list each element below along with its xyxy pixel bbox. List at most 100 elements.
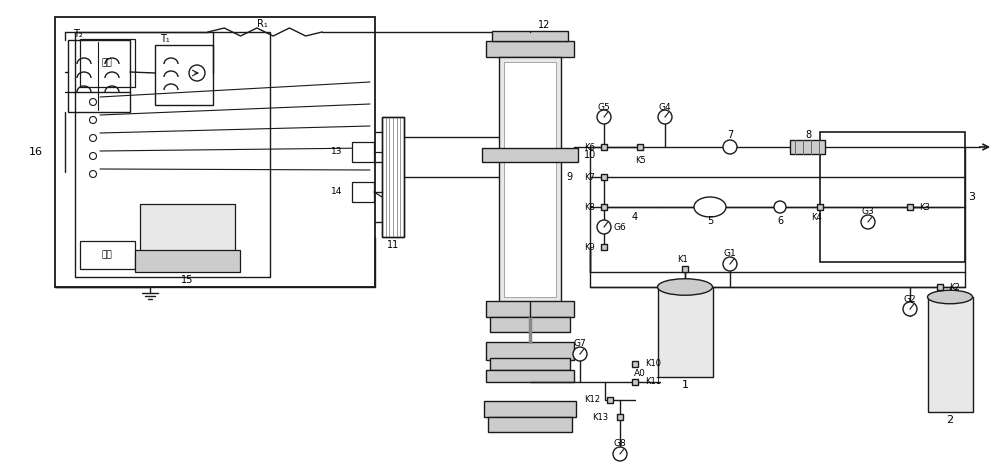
Text: 出口: 出口 — [102, 59, 112, 67]
Text: R₁: R₁ — [257, 19, 267, 29]
Bar — [135, 250, 240, 272]
Bar — [68, 40, 130, 112]
Bar — [617, 414, 623, 420]
Bar — [682, 266, 688, 272]
Bar — [352, 142, 374, 162]
Text: K3: K3 — [919, 202, 930, 211]
Bar — [601, 144, 607, 150]
Bar — [490, 358, 570, 370]
Bar — [382, 117, 404, 237]
Bar — [928, 297, 972, 412]
Bar — [499, 57, 561, 302]
Circle shape — [597, 110, 611, 124]
Text: 15: 15 — [181, 275, 194, 285]
Text: G2: G2 — [904, 295, 916, 303]
Ellipse shape — [694, 197, 726, 217]
Text: 3: 3 — [968, 192, 975, 202]
Text: 14: 14 — [331, 187, 342, 196]
Bar — [601, 174, 607, 180]
Bar — [486, 41, 574, 57]
Bar — [486, 342, 574, 360]
Bar — [658, 287, 712, 377]
Text: G3: G3 — [862, 208, 874, 217]
Bar — [937, 284, 943, 290]
Bar — [80, 241, 135, 269]
Circle shape — [658, 110, 672, 124]
Text: 通讯: 通讯 — [102, 251, 112, 260]
Bar — [637, 144, 643, 150]
Bar — [817, 204, 823, 210]
Bar — [490, 317, 570, 332]
Circle shape — [90, 117, 96, 124]
Bar — [75, 32, 270, 277]
Text: K7: K7 — [584, 172, 595, 182]
Text: 4: 4 — [632, 212, 638, 222]
Bar — [632, 361, 638, 367]
Text: 7: 7 — [727, 130, 733, 140]
Bar — [486, 370, 574, 382]
Bar — [492, 31, 568, 41]
Text: 5: 5 — [707, 216, 713, 226]
Bar — [155, 45, 213, 105]
Text: 12: 12 — [538, 20, 550, 30]
Bar — [484, 401, 576, 417]
Text: K4: K4 — [812, 212, 822, 221]
Text: G1: G1 — [724, 250, 736, 259]
Text: 1: 1 — [682, 380, 688, 390]
Text: T₂: T₂ — [73, 29, 83, 39]
Bar — [601, 244, 607, 250]
Circle shape — [861, 215, 875, 229]
Bar — [607, 397, 613, 403]
Circle shape — [573, 347, 587, 361]
Bar — [352, 182, 374, 202]
Text: K10: K10 — [645, 360, 661, 369]
Text: K1: K1 — [678, 254, 688, 263]
Bar — [820, 132, 965, 262]
Text: G4: G4 — [659, 102, 671, 111]
Bar — [488, 417, 572, 432]
Circle shape — [189, 65, 205, 81]
Text: T₁: T₁ — [160, 34, 170, 44]
Bar — [504, 62, 556, 297]
Circle shape — [90, 99, 96, 106]
Bar — [486, 301, 574, 317]
Bar — [80, 39, 135, 87]
Bar — [55, 17, 375, 287]
Text: 6: 6 — [777, 216, 783, 226]
Circle shape — [903, 302, 917, 316]
Bar — [140, 204, 235, 252]
Text: K2: K2 — [949, 283, 960, 292]
Ellipse shape — [928, 290, 972, 304]
Text: 13: 13 — [330, 147, 342, 157]
Text: G6: G6 — [614, 222, 627, 231]
Text: K13: K13 — [592, 413, 608, 421]
Circle shape — [597, 220, 611, 234]
Circle shape — [723, 140, 737, 154]
Circle shape — [613, 447, 627, 461]
Text: 2: 2 — [946, 415, 954, 425]
Bar — [382, 117, 404, 237]
Bar — [790, 140, 825, 154]
Circle shape — [90, 170, 96, 177]
Bar — [482, 148, 578, 162]
Text: K5: K5 — [635, 156, 645, 165]
Circle shape — [723, 257, 737, 271]
Text: G8: G8 — [614, 439, 626, 448]
Circle shape — [90, 135, 96, 142]
Bar — [907, 204, 913, 210]
Text: K12: K12 — [584, 396, 600, 405]
Circle shape — [90, 152, 96, 160]
Text: G5: G5 — [598, 102, 610, 111]
Bar — [632, 379, 638, 385]
Circle shape — [774, 201, 786, 213]
Text: 16: 16 — [29, 147, 43, 157]
Text: 9: 9 — [566, 172, 572, 182]
Text: G7: G7 — [574, 339, 586, 348]
Text: A0: A0 — [634, 370, 646, 379]
Text: K6: K6 — [584, 143, 595, 152]
Text: K11: K11 — [645, 378, 661, 387]
Bar — [601, 204, 607, 210]
Text: K8: K8 — [584, 202, 595, 211]
Text: 8: 8 — [805, 130, 811, 140]
Text: K9: K9 — [584, 243, 595, 252]
